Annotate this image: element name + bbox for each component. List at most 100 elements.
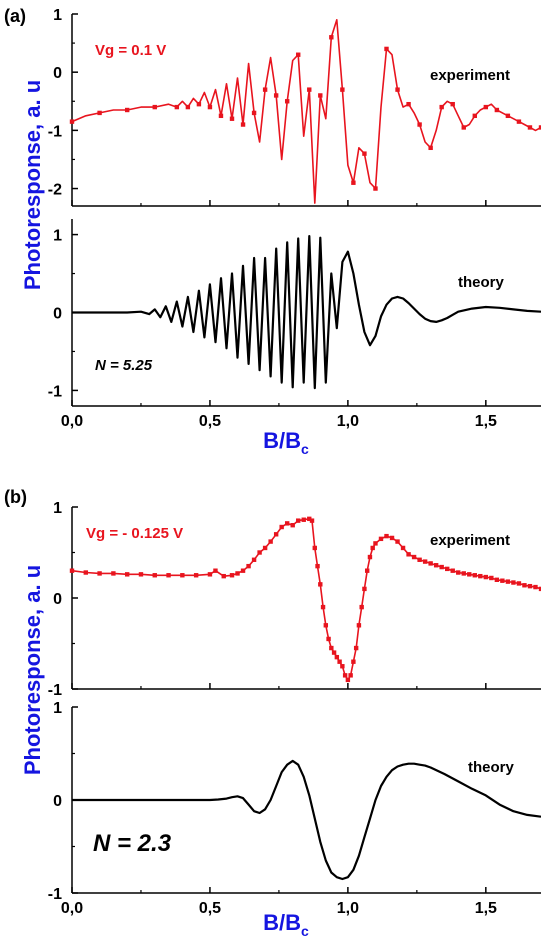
y-tick-label: 0 xyxy=(53,591,62,608)
data-point xyxy=(533,584,538,590)
x-tick-label: 0,0 xyxy=(61,900,83,917)
data-point xyxy=(345,677,351,683)
data-point xyxy=(373,541,378,546)
data-point xyxy=(353,645,359,651)
data-point xyxy=(373,186,378,191)
y-tick-label: 1 xyxy=(53,500,62,517)
data-point xyxy=(307,87,312,92)
data-point xyxy=(428,145,433,151)
data-point xyxy=(124,107,130,113)
data-point xyxy=(273,93,279,98)
data-point xyxy=(235,571,240,576)
data-point xyxy=(351,659,356,664)
data-point xyxy=(494,577,500,582)
data-point xyxy=(483,574,489,580)
data-point xyxy=(69,119,75,124)
y-tick-label: -1 xyxy=(48,123,62,140)
data-point xyxy=(395,87,400,92)
data-point xyxy=(428,561,433,566)
data-point xyxy=(461,125,466,130)
series-label: theory xyxy=(458,274,505,291)
data-point xyxy=(450,101,455,107)
series-label: theory xyxy=(468,759,515,776)
data-point xyxy=(348,673,353,678)
x-tick-label: 1,0 xyxy=(337,413,359,430)
data-point xyxy=(362,586,367,592)
x-axis-title-b: B/Bc xyxy=(263,910,309,939)
data-point xyxy=(538,125,541,130)
data-point xyxy=(329,35,334,40)
y-axis-title-b: Photoresponse, a. u xyxy=(20,565,45,775)
data-point xyxy=(395,539,400,544)
data-point xyxy=(511,580,516,585)
data-point xyxy=(516,581,522,586)
data-point xyxy=(193,573,199,578)
data-point xyxy=(370,545,375,551)
data-point xyxy=(342,673,348,678)
data-point xyxy=(268,539,273,544)
data-point xyxy=(318,582,323,587)
data-point xyxy=(290,523,295,528)
data-point xyxy=(251,110,257,116)
x-tick-label: 1,5 xyxy=(475,900,497,917)
y-tick-label: -1 xyxy=(48,682,62,699)
data-point xyxy=(384,533,389,539)
data-point xyxy=(340,664,345,669)
data-point xyxy=(284,99,290,104)
data-point xyxy=(309,518,315,523)
data-point xyxy=(356,623,362,628)
panel-annotation: N = 5.25 xyxy=(95,357,153,374)
data-point xyxy=(505,113,511,119)
panel-annotation: Vg = 0.1 V xyxy=(95,42,166,59)
y-tick-label: 0 xyxy=(53,306,62,323)
data-point xyxy=(456,570,461,575)
data-point xyxy=(196,101,202,107)
data-point xyxy=(229,573,235,578)
data-point xyxy=(340,87,345,92)
data-point xyxy=(516,119,522,124)
data-point xyxy=(389,535,395,541)
data-point xyxy=(152,104,157,110)
x-tick-label: 0,5 xyxy=(199,413,221,430)
y-axis-title-a: Photoresponse, a. u xyxy=(20,80,45,290)
data-point xyxy=(433,563,439,568)
x-axis-title-b-main: B/B xyxy=(263,910,301,935)
series-line-experiment xyxy=(71,18,541,204)
data-point xyxy=(364,568,370,573)
x-tick-label: 0,0 xyxy=(61,413,83,430)
data-point xyxy=(174,104,180,110)
data-point xyxy=(331,650,337,655)
data-point xyxy=(527,125,533,130)
data-point xyxy=(257,550,262,555)
data-point xyxy=(461,571,466,576)
data-point xyxy=(207,572,213,577)
data-point xyxy=(378,536,384,542)
data-point xyxy=(472,113,477,119)
data-point xyxy=(417,557,422,562)
panel-tag: (a) xyxy=(4,6,26,26)
data-point xyxy=(505,579,511,584)
data-point xyxy=(240,122,246,127)
data-point xyxy=(312,545,317,551)
data-point xyxy=(218,113,224,119)
data-point xyxy=(111,571,116,576)
data-point xyxy=(411,554,417,560)
data-point xyxy=(221,573,226,579)
data-point xyxy=(439,564,444,570)
data-point xyxy=(229,116,235,121)
data-point xyxy=(180,573,185,578)
data-point xyxy=(97,571,102,576)
x-tick-label: 1,5 xyxy=(475,413,497,430)
y-tick-label: 1 xyxy=(53,700,62,717)
data-point xyxy=(138,572,144,577)
panel-annotation: N = 2.3 xyxy=(93,830,172,857)
data-point xyxy=(384,46,389,52)
series-label: experiment xyxy=(430,532,510,549)
data-point xyxy=(213,568,218,573)
y-tick-label: -1 xyxy=(48,886,62,903)
series-line-theory xyxy=(72,235,541,390)
data-point xyxy=(296,518,301,523)
data-point xyxy=(450,568,455,573)
data-point xyxy=(489,575,494,581)
data-point xyxy=(262,545,268,551)
